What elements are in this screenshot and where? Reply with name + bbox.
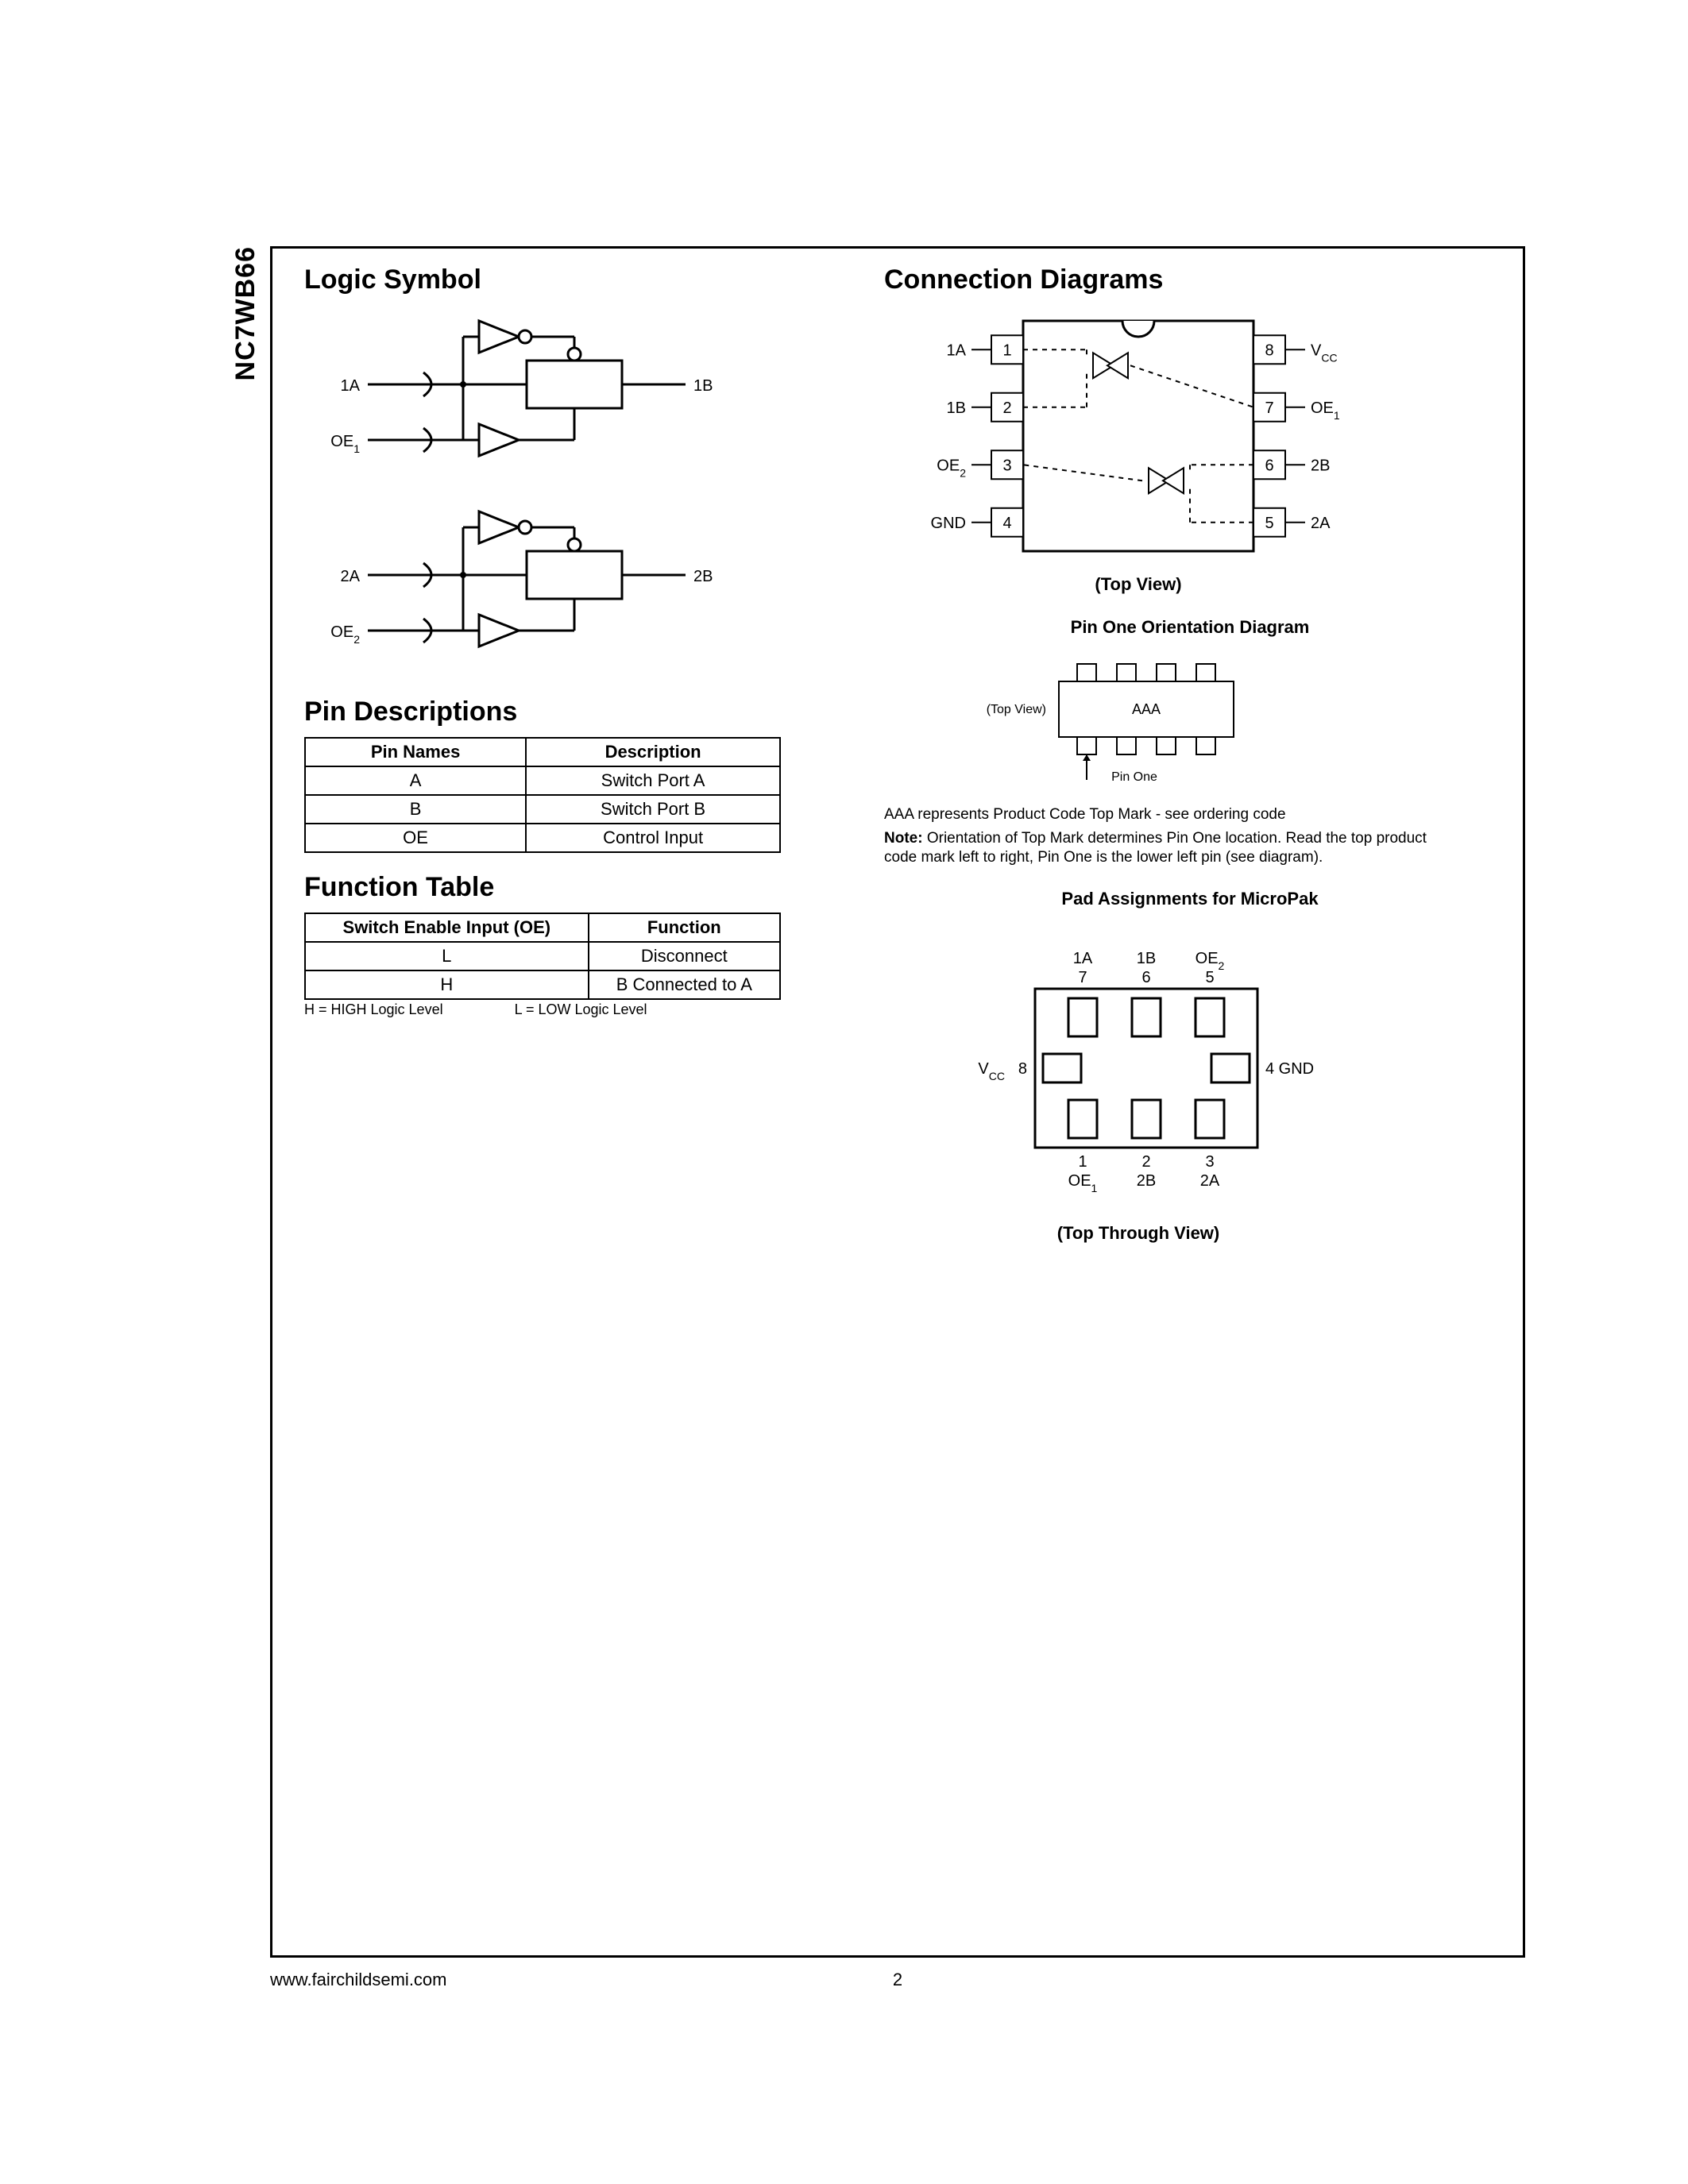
svg-text:8: 8 xyxy=(1265,341,1273,359)
right-column: Connection Diagrams 1 1A 2 1B 3 OE2 4 GND 8 VCC 7 O… xyxy=(884,264,1496,1244)
note-aaa: AAA represents Product Code Top Mark - s… xyxy=(884,805,1456,824)
svg-text:1B: 1B xyxy=(947,399,966,417)
svg-text:6: 6 xyxy=(1141,969,1150,986)
pin-desc-header: Pin Names xyxy=(305,738,526,766)
svg-text:2B: 2B xyxy=(1137,1172,1156,1190)
svg-text:8: 8 xyxy=(1018,1060,1027,1078)
func-table-header: Switch Enable Input (OE) xyxy=(305,913,589,942)
svg-text:1A: 1A xyxy=(341,377,361,395)
svg-text:2: 2 xyxy=(1141,1153,1150,1171)
svg-text:5: 5 xyxy=(1205,969,1214,986)
left-column: Logic Symbol 1A OE1 1B 2A OE2 2B Pin Descript… xyxy=(304,264,852,1018)
svg-text:AAA: AAA xyxy=(1132,701,1161,717)
svg-text:6: 6 xyxy=(1265,457,1273,474)
svg-text:1B: 1B xyxy=(1137,950,1156,967)
pin-descriptions-heading: Pin Descriptions xyxy=(304,696,852,727)
svg-text:2B: 2B xyxy=(693,568,713,585)
page-frame: Logic Symbol 1A OE1 1B 2A OE2 2B Pin Descript… xyxy=(270,246,1525,1958)
note-prefix: Note: xyxy=(884,830,923,847)
logic-symbol-heading: Logic Symbol xyxy=(304,264,852,295)
svg-text:1: 1 xyxy=(1002,341,1011,359)
legend-high: H = HIGH Logic Level xyxy=(304,1001,443,1017)
logic-symbol-diagram: 1A OE1 1B 2A OE2 2B xyxy=(304,305,749,678)
svg-text:VCC: VCC xyxy=(978,1060,1005,1082)
svg-text:1: 1 xyxy=(1078,1153,1087,1171)
top-through-view-caption: (Top Through View) xyxy=(884,1223,1393,1244)
table-row: HB Connected to A xyxy=(305,970,780,999)
svg-text:OE1: OE1 xyxy=(330,433,360,455)
svg-text:Pin One: Pin One xyxy=(1111,770,1157,784)
svg-text:7: 7 xyxy=(1078,969,1087,986)
svg-text:4: 4 xyxy=(1002,515,1011,532)
note-orientation: Note: Orientation of Top Mark determines… xyxy=(884,829,1456,867)
svg-text:5: 5 xyxy=(1265,515,1273,532)
svg-text:OE1: OE1 xyxy=(1068,1172,1098,1194)
table-row: OEControl Input xyxy=(305,824,780,852)
svg-text:2A: 2A xyxy=(1311,515,1331,532)
svg-text:OE2: OE2 xyxy=(937,457,966,479)
function-table: Switch Enable Input (OE)FunctionLDisconn… xyxy=(304,913,781,1000)
svg-text:(Top View): (Top View) xyxy=(987,703,1046,716)
page-number: 2 xyxy=(893,1970,902,1990)
connection-diagrams-heading: Connection Diagrams xyxy=(884,264,1496,295)
page-footer: www.fairchildsemi.com 2 xyxy=(270,1970,1525,1990)
svg-text:1A: 1A xyxy=(1073,950,1093,967)
legend-low: L = LOW Logic Level xyxy=(515,1001,647,1017)
pad-assignments-heading: Pad Assignments for MicroPak xyxy=(884,889,1496,909)
svg-text:2A: 2A xyxy=(1200,1172,1220,1190)
svg-text:3: 3 xyxy=(1002,457,1011,474)
svg-text:1B: 1B xyxy=(693,377,713,395)
pad-assignments-diagram: 71A61B5OE21OE122B32AVCC84 GND xyxy=(884,917,1393,1211)
func-table-header: Function xyxy=(589,913,780,942)
svg-text:GND: GND xyxy=(931,515,966,532)
svg-text:7: 7 xyxy=(1265,399,1273,417)
note-body: Orientation of Top Mark determines Pin O… xyxy=(884,830,1427,866)
table-row: LDisconnect xyxy=(305,942,780,970)
top-view-caption: (Top View) xyxy=(884,574,1393,595)
svg-text:2B: 2B xyxy=(1311,457,1330,474)
function-table-heading: Function Table xyxy=(304,872,852,903)
svg-text:VCC: VCC xyxy=(1311,341,1338,364)
svg-text:3: 3 xyxy=(1205,1153,1214,1171)
svg-text:4 GND: 4 GND xyxy=(1265,1060,1314,1078)
svg-text:1A: 1A xyxy=(947,341,967,359)
table-row: BSwitch Port B xyxy=(305,795,780,824)
pin-one-orientation-heading: Pin One Orientation Diagram xyxy=(884,617,1496,638)
svg-text:OE1: OE1 xyxy=(1311,399,1340,422)
part-number-sidebar: NC7WB66 xyxy=(230,246,261,380)
connection-diagram: 1 1A 2 1B 3 OE2 4 GND 8 VCC 7 OE1 6 2B 5 2A xyxy=(884,305,1393,567)
function-table-legend: H = HIGH Logic Level L = LOW Logic Level xyxy=(304,1001,852,1018)
orientation-notes: AAA represents Product Code Top Mark - s… xyxy=(884,805,1456,866)
table-row: ASwitch Port A xyxy=(305,766,780,795)
pin-desc-header: Description xyxy=(526,738,780,766)
svg-text:2A: 2A xyxy=(341,568,361,585)
pin-descriptions-table: Pin NamesDescriptionASwitch Port ABSwitc… xyxy=(304,737,781,853)
svg-text:OE2: OE2 xyxy=(330,623,360,646)
footer-url: www.fairchildsemi.com xyxy=(270,1970,447,1989)
svg-text:2: 2 xyxy=(1002,399,1011,417)
pin-one-orientation-diagram: AAA (Top View) Pin One xyxy=(884,646,1393,789)
